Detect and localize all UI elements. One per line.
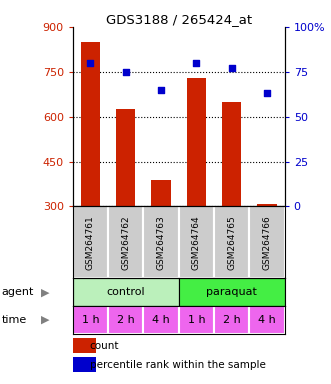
Text: ▶: ▶ — [41, 315, 50, 325]
Text: GSM264762: GSM264762 — [121, 215, 130, 270]
Text: 4 h: 4 h — [152, 315, 170, 325]
Point — [194, 60, 199, 66]
Bar — [222, 102, 241, 207]
Bar — [73, 306, 108, 334]
Point — [123, 69, 128, 75]
Text: GSM264765: GSM264765 — [227, 215, 236, 270]
Title: GDS3188 / 265424_at: GDS3188 / 265424_at — [106, 13, 252, 26]
Bar — [81, 42, 100, 207]
Bar — [179, 278, 285, 306]
Text: percentile rank within the sample: percentile rank within the sample — [90, 360, 266, 370]
Text: count: count — [90, 341, 119, 351]
Bar — [249, 306, 285, 334]
Text: 1 h: 1 h — [188, 315, 205, 325]
Bar — [116, 109, 135, 207]
Text: GSM264766: GSM264766 — [262, 215, 271, 270]
Text: 1 h: 1 h — [82, 315, 99, 325]
Bar — [179, 207, 214, 278]
Bar — [143, 306, 179, 334]
Bar — [214, 207, 249, 278]
Text: 4 h: 4 h — [258, 315, 276, 325]
Bar — [108, 207, 143, 278]
Bar — [73, 207, 108, 278]
Text: 2 h: 2 h — [117, 315, 135, 325]
Bar — [249, 207, 285, 278]
Text: GSM264763: GSM264763 — [157, 215, 166, 270]
Bar — [257, 204, 277, 207]
Point — [159, 87, 164, 93]
Text: GSM264761: GSM264761 — [86, 215, 95, 270]
Bar — [108, 306, 143, 334]
Bar — [187, 78, 206, 207]
Text: GSM264764: GSM264764 — [192, 215, 201, 270]
Bar — [214, 306, 249, 334]
Text: agent: agent — [2, 287, 34, 297]
Text: control: control — [107, 287, 145, 297]
Bar — [73, 338, 96, 353]
Point — [88, 60, 93, 66]
Point — [229, 65, 234, 71]
Bar — [73, 278, 179, 306]
Bar — [151, 180, 171, 207]
Text: time: time — [2, 315, 27, 325]
Bar — [179, 306, 214, 334]
Point — [264, 90, 270, 96]
Bar — [143, 207, 179, 278]
Text: paraquat: paraquat — [206, 287, 257, 297]
Text: 2 h: 2 h — [223, 315, 241, 325]
Bar — [73, 357, 96, 372]
Text: ▶: ▶ — [41, 287, 50, 297]
